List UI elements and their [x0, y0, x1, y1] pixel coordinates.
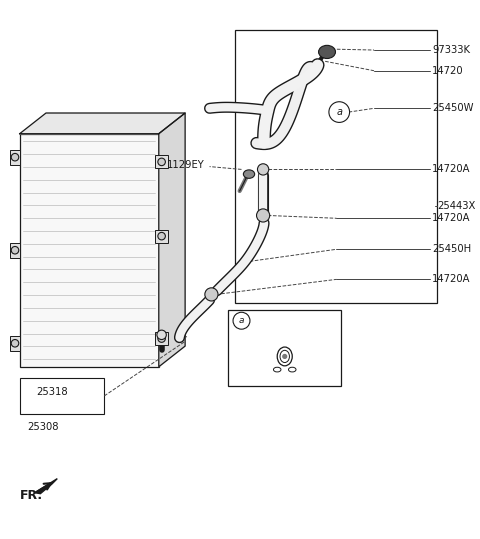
Circle shape: [158, 158, 166, 165]
Bar: [20, 378, 104, 414]
Polygon shape: [20, 113, 185, 134]
Bar: [20, 134, 159, 367]
Bar: [155, 155, 168, 169]
Text: 14720: 14720: [432, 66, 464, 75]
Text: 25443X: 25443X: [437, 201, 475, 211]
Circle shape: [157, 330, 166, 340]
Text: 97333K: 97333K: [432, 45, 470, 55]
Bar: [10, 150, 20, 165]
Bar: [228, 310, 341, 385]
Ellipse shape: [280, 350, 289, 363]
Text: a: a: [239, 316, 244, 325]
Ellipse shape: [288, 367, 296, 372]
Text: 91960H: 91960H: [253, 316, 294, 326]
Circle shape: [158, 335, 166, 342]
Bar: [10, 243, 20, 258]
Circle shape: [257, 164, 269, 175]
Text: 25450W: 25450W: [432, 103, 474, 113]
Circle shape: [329, 102, 349, 122]
Ellipse shape: [277, 347, 292, 366]
Text: 14720A: 14720A: [432, 274, 471, 285]
Bar: [235, 30, 437, 303]
Text: 14720A: 14720A: [432, 164, 471, 175]
Text: a: a: [336, 107, 342, 117]
Circle shape: [11, 154, 19, 161]
Ellipse shape: [274, 367, 281, 372]
Polygon shape: [159, 113, 185, 367]
Bar: [155, 230, 168, 243]
Circle shape: [11, 246, 19, 254]
Text: FR.: FR.: [20, 489, 43, 502]
Text: 25308: 25308: [27, 422, 59, 432]
Text: 25450H: 25450H: [432, 244, 471, 254]
Ellipse shape: [319, 45, 336, 59]
Ellipse shape: [243, 170, 255, 178]
Bar: [10, 336, 20, 351]
Text: 25318: 25318: [36, 387, 68, 397]
Circle shape: [233, 312, 250, 329]
Polygon shape: [35, 479, 57, 494]
Text: 1129EY: 1129EY: [167, 160, 205, 170]
Circle shape: [205, 288, 218, 301]
Bar: [155, 332, 168, 345]
Circle shape: [158, 232, 166, 240]
Text: 14720A: 14720A: [432, 213, 471, 223]
Circle shape: [11, 340, 19, 347]
Circle shape: [256, 209, 270, 222]
Circle shape: [283, 355, 287, 358]
